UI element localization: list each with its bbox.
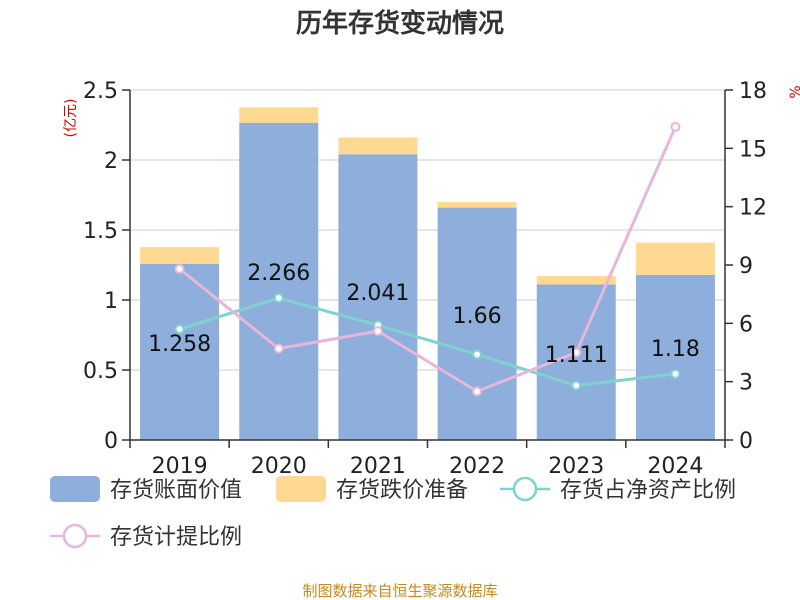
bar-value-label: 1.111: [545, 343, 608, 368]
bar-book-value: [635, 274, 715, 440]
line-point: [670, 121, 681, 132]
line-inventory-net-assets-ratio: [179, 296, 676, 388]
line-point: [174, 263, 185, 274]
x-tick-label: 2023: [548, 454, 604, 479]
x-tick-label: 2022: [449, 454, 505, 479]
bar-book-value: [239, 122, 319, 440]
right-axis-unit: %: [788, 85, 800, 98]
x-tick-label: 2019: [152, 454, 208, 479]
grid-lines: [130, 89, 725, 371]
chart-title: 历年存货变动情况: [296, 8, 504, 39]
left-tick-label: 1.5: [83, 219, 118, 244]
left-tick-label: 2.5: [83, 79, 118, 104]
x-tick-label: 2020: [251, 454, 307, 479]
right-tick-label: 12: [739, 196, 767, 221]
legend-swatch: [276, 476, 326, 502]
bar-impairment: [635, 242, 715, 275]
bar-value-label: 1.66: [453, 304, 502, 329]
right-tick-label: 3: [739, 371, 753, 396]
legend-label: 存货占净资产比例: [560, 478, 736, 503]
line-point: [670, 368, 681, 379]
legend-marker: [512, 476, 538, 502]
legend-label: 存货账面价值: [110, 478, 242, 503]
bar-value-label: 1.18: [651, 337, 700, 362]
bar-impairment: [140, 247, 220, 264]
line-point: [174, 324, 185, 335]
bar-impairment: [239, 107, 319, 123]
legend-swatch: [50, 476, 100, 502]
left-tick-label: 2: [104, 149, 118, 174]
left-tick-label: 0: [104, 429, 118, 454]
legend-marker: [62, 523, 88, 549]
line-point: [273, 293, 284, 304]
legend-label: 存货跌价准备: [336, 478, 468, 503]
left-axis-unit: (亿元): [63, 99, 79, 138]
bar-impairment: [437, 202, 517, 208]
lines: [174, 121, 681, 397]
bar-impairment: [536, 276, 616, 285]
right-tick-label: 18: [739, 79, 767, 104]
bar-impairment: [338, 137, 418, 155]
line-point: [472, 386, 483, 397]
source-note: 制图数据来自恒生聚源数据库: [302, 582, 497, 600]
bar-value-label: 2.041: [346, 281, 409, 306]
line-point: [472, 349, 483, 360]
legend-label: 存货计提比例: [110, 525, 242, 550]
line-point: [372, 326, 383, 337]
left-tick-label: 0.5: [83, 359, 118, 384]
bar-value-label: 2.266: [247, 261, 310, 286]
x-tick-label: 2021: [350, 454, 406, 479]
data-labels: 1.258 2.266 2.041 1.66 1.111 1.18: [148, 261, 700, 368]
right-tick-label: 0: [739, 429, 753, 454]
right-tick-label: 15: [739, 137, 767, 162]
line-point: [273, 343, 284, 354]
line-point: [571, 347, 582, 358]
bar-value-label: 1.258: [148, 332, 211, 357]
left-tick-label: 1: [104, 289, 118, 314]
right-tick-label: 6: [739, 312, 753, 337]
axes: 0 0.5 1 1.5 2 2.5 0 3 6 9 12 15 18 2019 2020 2021 2022 20…: [83, 79, 767, 479]
bar-book-value: [140, 263, 220, 440]
line-point: [571, 380, 582, 391]
x-tick-label: 2024: [647, 454, 703, 479]
bar-book-value: [437, 207, 517, 440]
right-tick-label: 9: [739, 254, 753, 279]
bar-book-value: [338, 154, 418, 440]
line-provision-ratio: [178, 126, 677, 394]
bars: [140, 107, 715, 440]
